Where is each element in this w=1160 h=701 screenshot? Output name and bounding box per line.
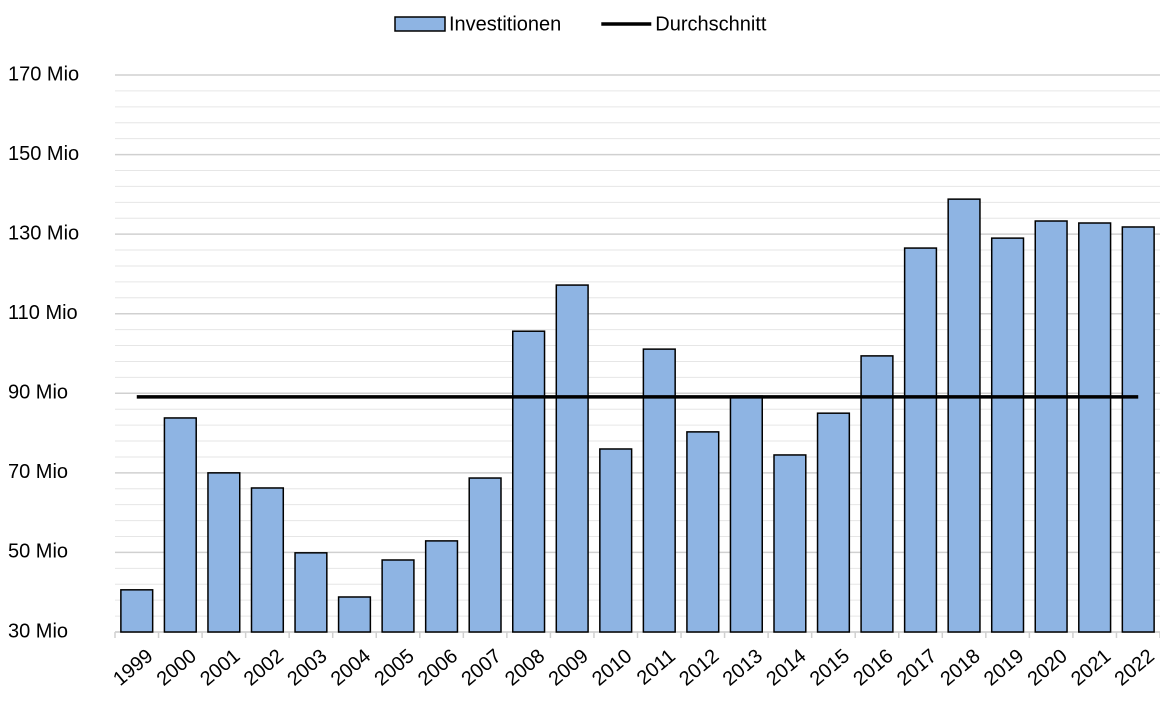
bar [468,477,502,633]
bar [555,284,589,633]
bar [947,198,981,633]
x-tick-label: 2012 [675,645,723,690]
x-tick-label: 1999 [109,645,157,690]
x-tick-label: 2006 [414,645,462,690]
bar [424,540,459,633]
legend-swatch [394,16,446,32]
x-tick-label: 2004 [327,645,375,690]
bar [903,247,938,633]
y-tick-label: 170 Mio [8,63,79,85]
bar [1121,226,1155,633]
x-tick-label: 2011 [633,645,680,690]
x-tick-label: 2009 [545,645,593,690]
x-tick-label: 2017 [893,645,941,690]
x-tick-label: 2003 [283,645,331,690]
y-tick-label: 30 Mio [8,620,68,642]
y-tick-label: 70 Mio [8,461,68,483]
bar [294,552,328,633]
x-tick-label: 2015 [806,645,854,690]
x-tick-label: 2013 [719,645,767,690]
bar [990,237,1025,633]
bar [250,487,285,633]
bar [120,589,154,633]
bar [163,417,197,633]
y-tick-label: 90 Mio [8,382,68,404]
x-tick-label: 2008 [501,645,549,690]
y-tick-label: 150 Mio [8,143,79,165]
x-tick-label: 2020 [1024,645,1072,690]
bar [816,412,851,633]
x-tick-label: 2016 [849,645,897,690]
bar [686,431,720,633]
x-tick-label: 2007 [457,645,505,690]
y-tick-label: 50 Mio [8,541,68,563]
x-tick-label: 2000 [153,645,201,690]
bar [860,355,894,633]
y-tick-label: 110 Mio [8,302,78,324]
bar [207,472,241,633]
bar [1078,222,1112,633]
x-tick-label: 2021 [1067,645,1115,690]
y-tick-label: 130 Mio [8,222,79,244]
x-tick-label: 2010 [588,645,636,690]
x-tick-label: 2014 [762,645,810,690]
legend-label: Durchschnitt [655,13,767,35]
bar [729,395,763,633]
x-tick-label: 2019 [980,645,1028,690]
bar [512,330,546,633]
bar [773,454,807,633]
x-tick-label: 2001 [196,645,244,690]
x-tick-label: 2005 [370,645,418,690]
bar [599,448,633,633]
x-tick-label: 2018 [936,645,984,690]
bar [642,348,676,633]
legend-label: Investitionen [449,13,561,35]
x-tick-label: 2002 [240,645,288,690]
bar [337,596,372,633]
x-tick-label: 2022 [1111,645,1159,690]
bar [381,559,415,633]
bar [1034,220,1068,633]
